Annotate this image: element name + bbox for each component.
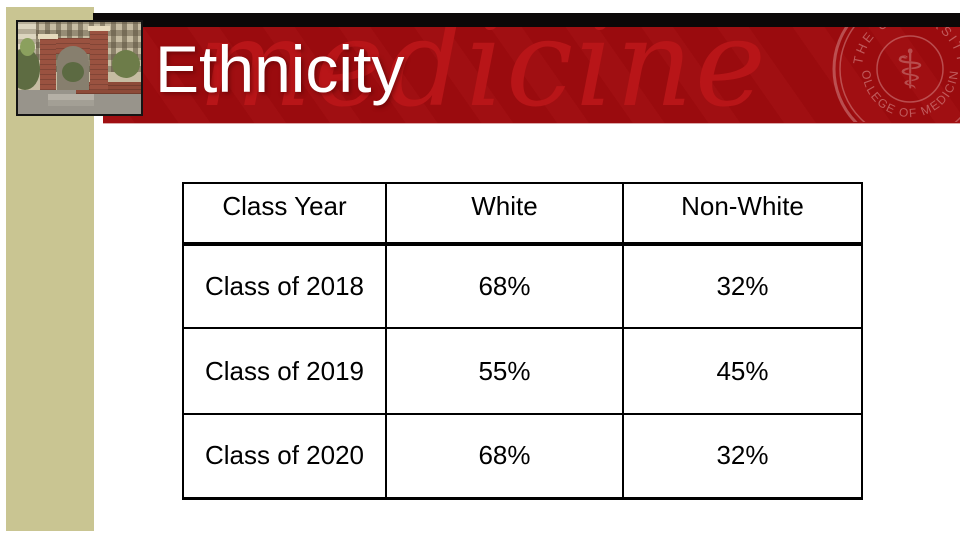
seal-rings — [832, 27, 960, 122]
slide-title: Ethnicity — [155, 32, 405, 106]
header-cell-non-white: Non-White — [622, 182, 863, 246]
class-year-cell: Class of 2020 — [182, 413, 387, 500]
photo-arch-left-pillar — [40, 38, 56, 90]
title-banner: medicine THE UNIVERSITY COLLEGE OF MEDIC… — [103, 27, 960, 124]
white-cell: 68% — [385, 413, 624, 500]
photo-tree-right — [112, 50, 140, 78]
table-row: Class of 2020 68% 32% — [182, 413, 863, 500]
caduceus-icon: ⚕ — [895, 38, 924, 101]
medicine-watermark: medicine — [198, 27, 768, 124]
header-cell-class-year: Class Year — [182, 182, 387, 246]
photo-arch-right-pillar — [90, 30, 108, 90]
photo-right-pillar-cap — [88, 26, 110, 31]
table-header-row: Class Year White Non-White — [182, 182, 863, 246]
photo-shrub-left — [20, 38, 35, 56]
photo-arch-opening-tree — [62, 62, 84, 82]
banner-top-strip — [93, 13, 960, 27]
header-cell-white: White — [385, 182, 624, 246]
non-white-cell: 32% — [622, 243, 863, 329]
svg-text:COLLEGE OF MEDICINE: COLLEGE OF MEDICINE — [810, 27, 960, 120]
white-cell: 68% — [385, 243, 624, 329]
university-seal: THE UNIVERSITY COLLEGE OF MEDICINE ⚕ — [810, 27, 960, 122]
photo-left-pillar-cap — [38, 34, 58, 39]
photo-steps — [48, 94, 94, 100]
class-year-cell: Class of 2018 — [182, 243, 387, 329]
non-white-cell: 32% — [622, 413, 863, 500]
table-row: Class of 2018 68% 32% — [182, 243, 863, 329]
photo-tree-left — [18, 48, 40, 90]
campus-photo — [16, 20, 143, 116]
seal-arc-bottom-text: COLLEGE OF MEDICINE — [810, 27, 960, 120]
ethnicity-table: Class Year White Non-White Class of 2018… — [182, 182, 863, 500]
white-cell: 55% — [385, 327, 624, 415]
non-white-cell: 45% — [622, 327, 863, 415]
class-year-cell: Class of 2019 — [182, 327, 387, 415]
table-row: Class of 2019 55% 45% — [182, 327, 863, 415]
